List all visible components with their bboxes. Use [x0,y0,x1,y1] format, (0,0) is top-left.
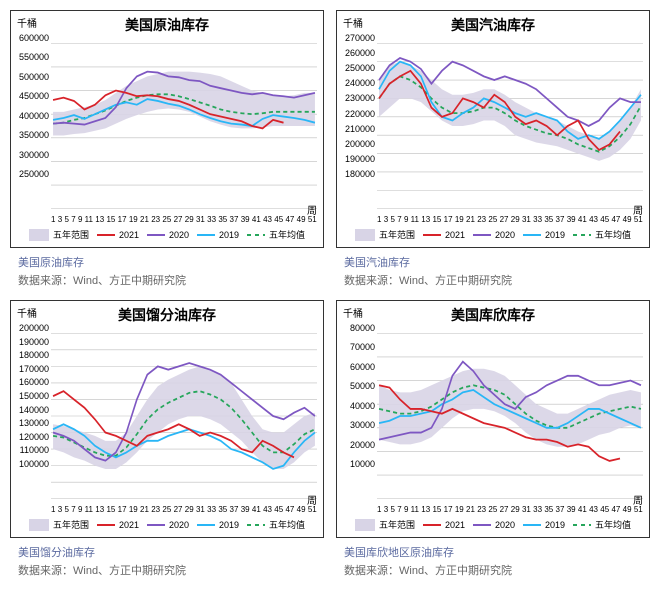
legend-item: 五年均值 [247,518,305,531]
legend-item: 2019 [197,518,239,531]
plot-svg [51,331,317,501]
y-ticks: 2000001900001800001700001600001500001400… [15,323,49,469]
y-unit-label: 千桶 [343,305,363,320]
chart-cushing: 千桶 美国库欣库存 800007000060000500004000030000… [336,300,650,538]
plot-svg [377,331,643,501]
chart-caption: 美国库欣地区原油库存 [344,544,650,560]
legend-item: 2019 [523,518,565,531]
source-prefix: 数据来源： [344,275,399,287]
legend-item: 五年范围 [355,518,415,531]
source-line: 数据来源：Wind、方正中期研究院 [18,562,324,578]
plot-area [51,41,317,211]
y-ticks: 6000005500005000004500004000003500003000… [15,33,49,179]
legend-item: 2019 [523,228,565,241]
legend-item: 五年范围 [29,228,89,241]
legend-item: 2019 [197,228,239,241]
chart-title: 美国库欣库存 [337,301,649,327]
legend: 五年范围 2021 2020 2019 五年均值 [11,226,323,247]
legend-item: 五年均值 [247,228,305,241]
source-text: Wind、方正中期研究院 [73,275,186,287]
chart-grid: 千桶 美国原油库存 600000550000500000450000400000… [10,10,650,582]
plot-area [377,331,643,501]
source-text: Wind、方正中期研究院 [399,565,512,577]
chart-title: 美国原油库存 [11,11,323,37]
legend-item: 五年均值 [573,518,631,531]
x-unit-label: 周 [633,202,643,217]
plot-area [51,331,317,501]
legend-item: 2020 [147,518,189,531]
y-unit-label: 千桶 [17,15,37,30]
legend-item: 2021 [97,518,139,531]
plot-svg [51,41,317,211]
chart-caption: 美国原油库存 [18,254,324,270]
y-unit-label: 千桶 [17,305,37,320]
chart-title: 美国汽油库存 [337,11,649,37]
legend-item: 2021 [97,228,139,241]
legend: 五年范围 2021 2020 2019 五年均值 [337,516,649,537]
x-unit-label: 周 [307,492,317,507]
source-prefix: 数据来源： [344,565,399,577]
source-prefix: 数据来源： [18,565,73,577]
cell-crude: 千桶 美国原油库存 600000550000500000450000400000… [10,10,324,292]
y-ticks: 8000070000600005000040000300002000010000 [341,323,375,469]
x-ticks: 1357911131517192123252729313335373941434… [377,215,643,224]
cell-gasoline: 千桶 美国汽油库存 270000260000250000240000230000… [336,10,650,292]
cell-distillate: 千桶 美国馏分油库存 20000019000018000017000016000… [10,300,324,582]
source-line: 数据来源：Wind、方正中期研究院 [344,272,650,288]
y-unit-label: 千桶 [343,15,363,30]
legend: 五年范围 2021 2020 2019 五年均值 [11,516,323,537]
legend-item: 五年均值 [573,228,631,241]
legend-item: 2020 [147,228,189,241]
legend-item: 2021 [423,518,465,531]
chart-title: 美国馏分油库存 [11,301,323,327]
chart-caption: 美国汽油库存 [344,254,650,270]
legend-item: 2020 [473,228,515,241]
legend: 五年范围 2021 2020 2019 五年均值 [337,226,649,247]
plot-svg [377,41,643,211]
x-ticks: 1357911131517192123252729313335373941434… [377,505,643,514]
source-line: 数据来源：Wind、方正中期研究院 [18,272,324,288]
plot-area [377,41,643,211]
chart-distillate: 千桶 美国馏分油库存 20000019000018000017000016000… [10,300,324,538]
legend-item: 五年范围 [29,518,89,531]
y-ticks: 2700002600002500002400002300002200002100… [341,33,375,179]
source-text: Wind、方正中期研究院 [399,275,512,287]
chart-gasoline: 千桶 美国汽油库存 270000260000250000240000230000… [336,10,650,248]
cell-cushing: 千桶 美国库欣库存 800007000060000500004000030000… [336,300,650,582]
x-ticks: 1357911131517192123252729313335373941434… [51,505,317,514]
source-text: Wind、方正中期研究院 [73,565,186,577]
x-unit-label: 周 [633,492,643,507]
legend-item: 2021 [423,228,465,241]
legend-item: 2020 [473,518,515,531]
x-unit-label: 周 [307,202,317,217]
chart-crude: 千桶 美国原油库存 600000550000500000450000400000… [10,10,324,248]
source-line: 数据来源：Wind、方正中期研究院 [344,562,650,578]
chart-caption: 美国馏分油库存 [18,544,324,560]
source-prefix: 数据来源： [18,275,73,287]
x-ticks: 1357911131517192123252729313335373941434… [51,215,317,224]
legend-item: 五年范围 [355,228,415,241]
